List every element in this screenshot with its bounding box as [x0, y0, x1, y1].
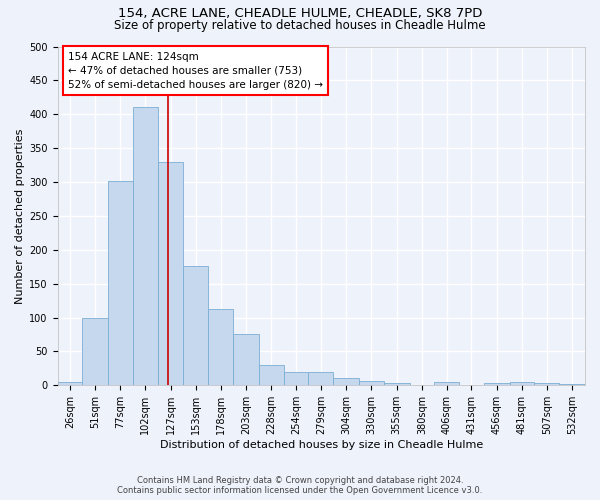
Y-axis label: Number of detached properties: Number of detached properties [15, 128, 25, 304]
Bar [284, 372, 308, 386]
Bar [158, 162, 184, 386]
Bar [58, 382, 82, 386]
Bar [333, 378, 359, 386]
Bar [384, 382, 410, 386]
Bar [434, 382, 459, 386]
Bar [308, 372, 333, 386]
Bar [459, 384, 484, 386]
Text: 154, ACRE LANE, CHEADLE HULME, CHEADLE, SK8 7PD: 154, ACRE LANE, CHEADLE HULME, CHEADLE, … [118, 8, 482, 20]
Bar [359, 380, 384, 386]
Bar [559, 384, 585, 386]
Bar [233, 334, 259, 386]
Bar [410, 384, 434, 386]
Bar [484, 382, 509, 386]
Text: Size of property relative to detached houses in Cheadle Hulme: Size of property relative to detached ho… [114, 19, 486, 32]
Bar [259, 365, 284, 386]
Bar [509, 382, 535, 386]
Bar [535, 384, 559, 386]
Text: Contains HM Land Registry data © Crown copyright and database right 2024.
Contai: Contains HM Land Registry data © Crown c… [118, 476, 482, 495]
Bar [208, 310, 233, 386]
Bar [133, 108, 158, 386]
Bar [82, 318, 108, 386]
Text: 154 ACRE LANE: 124sqm
← 47% of detached houses are smaller (753)
52% of semi-det: 154 ACRE LANE: 124sqm ← 47% of detached … [68, 52, 323, 90]
X-axis label: Distribution of detached houses by size in Cheadle Hulme: Distribution of detached houses by size … [160, 440, 483, 450]
Bar [108, 180, 133, 386]
Bar [184, 266, 208, 386]
